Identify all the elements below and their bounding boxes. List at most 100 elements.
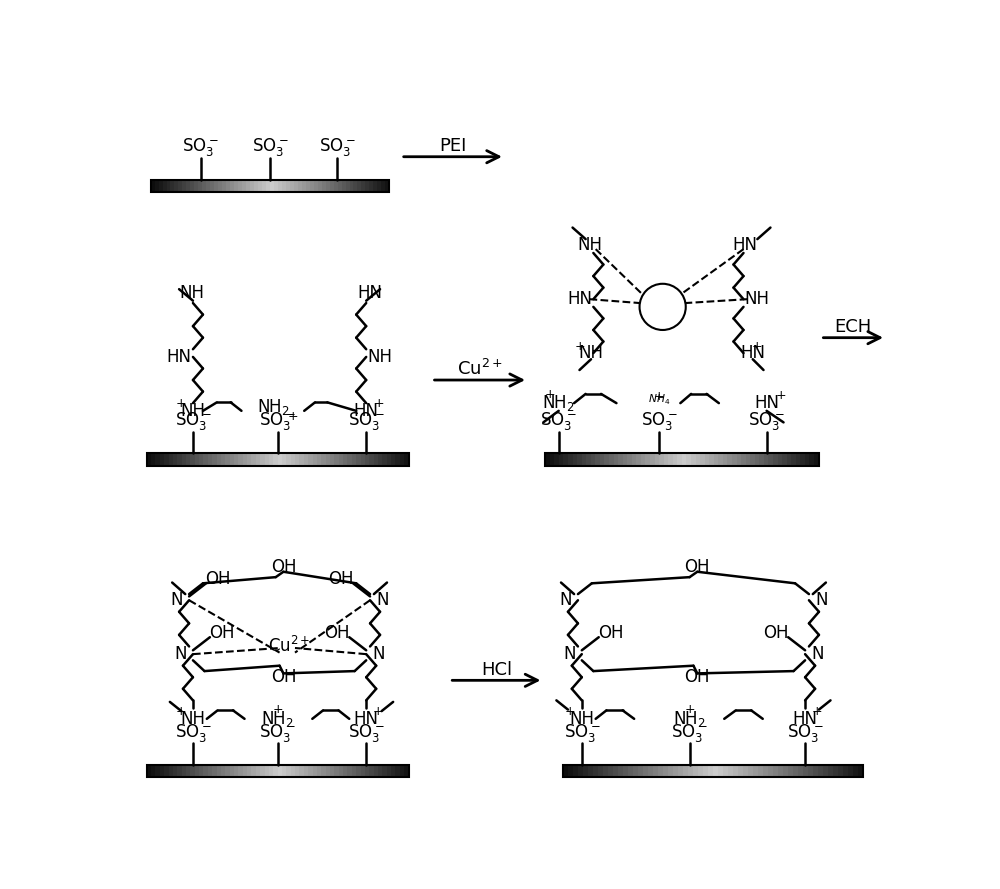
Bar [853, 765, 858, 777]
Text: OH: OH [763, 623, 789, 642]
Bar [554, 453, 559, 466]
Bar [226, 180, 231, 192]
Text: +: + [565, 705, 576, 717]
Bar [395, 453, 400, 466]
Bar [222, 180, 227, 192]
Bar [322, 180, 326, 192]
Bar [313, 453, 317, 466]
Bar [278, 453, 282, 466]
Bar [343, 453, 348, 466]
Bar [628, 765, 633, 777]
Bar [174, 180, 179, 192]
Bar [746, 453, 751, 466]
Bar [299, 765, 304, 777]
Bar [326, 765, 330, 777]
Text: SO$_3^-$: SO$_3^-$ [748, 410, 785, 432]
Bar [291, 453, 295, 466]
Bar [391, 453, 396, 466]
Bar [613, 765, 618, 777]
Bar [400, 453, 405, 466]
Bar [317, 765, 322, 777]
Bar [221, 765, 226, 777]
Bar [302, 180, 306, 192]
Bar [808, 765, 813, 777]
Text: SO$_3^-$: SO$_3^-$ [348, 410, 384, 432]
Bar [254, 180, 258, 192]
Bar [346, 180, 350, 192]
Bar [361, 180, 366, 192]
Bar [247, 765, 252, 777]
Bar [314, 180, 318, 192]
Text: Cu$^{2+}$: Cu$^{2+}$ [268, 637, 311, 656]
Bar [260, 765, 265, 777]
Bar [823, 765, 828, 777]
Bar [828, 765, 833, 777]
Text: SO$_3^-$: SO$_3^-$ [671, 722, 708, 744]
Text: HN: HN [167, 348, 192, 366]
Bar [147, 453, 151, 466]
Bar [750, 453, 755, 466]
Text: SO$_3^-$: SO$_3^-$ [252, 137, 288, 158]
Bar [159, 180, 163, 192]
Bar [251, 453, 256, 466]
Bar [723, 453, 728, 466]
Bar [326, 180, 330, 192]
Bar [618, 765, 623, 777]
Bar [286, 180, 290, 192]
Bar [623, 765, 628, 777]
Bar [758, 765, 763, 777]
Bar [273, 453, 278, 466]
Bar [598, 765, 603, 777]
Bar [321, 453, 326, 466]
Text: +: + [752, 340, 763, 353]
Bar [330, 765, 335, 777]
Text: SO$_3^-$: SO$_3^-$ [564, 722, 600, 744]
Bar [848, 765, 853, 777]
Bar [778, 765, 783, 777]
Bar [221, 453, 226, 466]
Bar [163, 180, 167, 192]
Bar [691, 453, 696, 466]
Text: +: + [775, 388, 786, 402]
Bar [741, 453, 746, 466]
Bar [218, 180, 223, 192]
Bar [295, 765, 300, 777]
Text: ECH: ECH [835, 318, 872, 336]
Text: +: + [176, 705, 187, 717]
Bar [260, 453, 265, 466]
Bar [755, 453, 760, 466]
Bar [778, 453, 783, 466]
Bar [147, 453, 409, 466]
Bar [838, 765, 843, 777]
Bar [199, 453, 204, 466]
Text: Cu$^{2+}$: Cu$^{2+}$ [457, 359, 503, 380]
Text: NH: NH [179, 284, 204, 302]
Bar [304, 453, 309, 466]
Bar [693, 765, 698, 777]
Text: HN: HN [354, 709, 379, 728]
Bar [290, 180, 294, 192]
Bar [604, 453, 609, 466]
Bar [833, 765, 838, 777]
Bar [645, 453, 650, 466]
Bar [737, 453, 742, 466]
Bar [167, 180, 171, 192]
Bar [343, 765, 348, 777]
Bar [650, 453, 655, 466]
Bar [638, 765, 643, 777]
Text: NH: NH [745, 290, 770, 308]
Bar [713, 765, 718, 777]
Bar [298, 180, 302, 192]
Bar [595, 453, 600, 466]
Bar [404, 453, 409, 466]
Bar [310, 180, 314, 192]
Text: HN: HN [733, 236, 758, 254]
Bar [696, 453, 701, 466]
Bar [304, 765, 309, 777]
Bar [783, 765, 788, 777]
Bar [246, 180, 250, 192]
Bar [214, 180, 219, 192]
Bar [728, 765, 733, 777]
Text: N: N [171, 591, 183, 609]
Bar [382, 453, 387, 466]
